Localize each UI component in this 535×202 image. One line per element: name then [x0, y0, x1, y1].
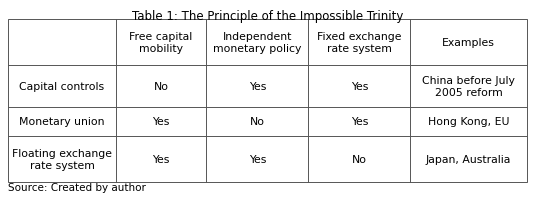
Text: Yes: Yes [152, 154, 170, 164]
Text: Independent
monetary policy: Independent monetary policy [213, 32, 302, 54]
Text: Free capital
mobility: Free capital mobility [129, 32, 193, 54]
Text: Yes: Yes [249, 154, 266, 164]
Text: Yes: Yes [350, 82, 368, 92]
Text: Fixed exchange
rate system: Fixed exchange rate system [317, 32, 402, 54]
Text: Hong Kong, EU: Hong Kong, EU [428, 117, 509, 127]
Text: Monetary union: Monetary union [19, 117, 105, 127]
Text: No: No [250, 117, 265, 127]
Text: Floating exchange
rate system: Floating exchange rate system [12, 148, 112, 170]
Text: Capital controls: Capital controls [19, 82, 104, 92]
Text: Table 1: The Principle of the Impossible Trinity: Table 1: The Principle of the Impossible… [132, 10, 403, 23]
Text: Japan, Australia: Japan, Australia [426, 154, 511, 164]
Text: China before July
2005 reform: China before July 2005 reform [422, 76, 515, 98]
Text: Yes: Yes [249, 82, 266, 92]
Text: No: No [154, 82, 169, 92]
Text: Examples: Examples [442, 38, 495, 48]
Text: Yes: Yes [350, 117, 368, 127]
Bar [8, 20, 527, 182]
Text: Yes: Yes [152, 117, 170, 127]
Text: Source: Created by author: Source: Created by author [8, 182, 146, 192]
Text: No: No [352, 154, 367, 164]
